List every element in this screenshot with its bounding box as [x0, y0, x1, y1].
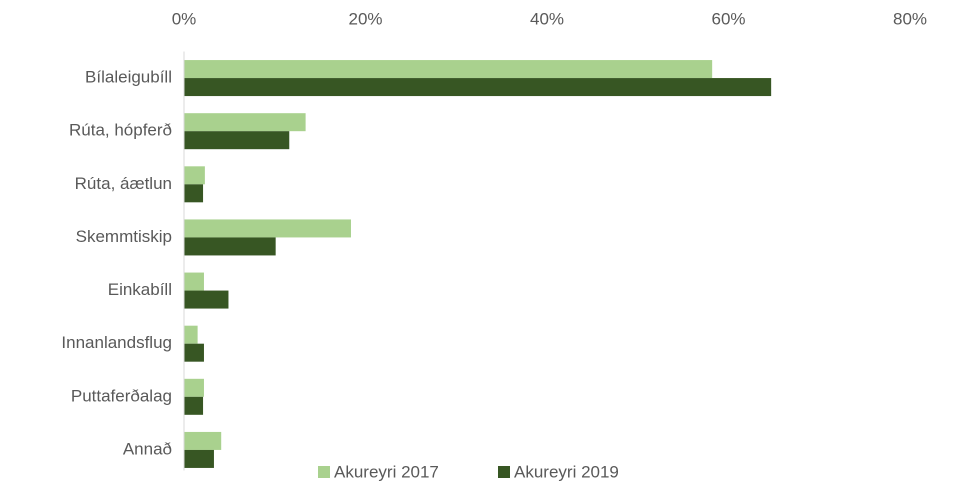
- x-tick-label: 20%: [348, 9, 382, 28]
- legend-swatch: [498, 466, 510, 478]
- bar: [184, 325, 198, 344]
- bar: [184, 343, 204, 362]
- bar: [184, 272, 204, 291]
- y-tick-label: Rúta, áætlun: [75, 174, 172, 193]
- y-tick-label: Einkabíll: [108, 280, 172, 299]
- x-tick-label: 80%: [893, 9, 927, 28]
- bar: [184, 219, 351, 238]
- bar: [184, 60, 713, 79]
- y-tick-label: Puttaferðalag: [71, 386, 172, 405]
- y-tick-label: Skemmtiskip: [76, 227, 172, 246]
- legend-label: Akureyri 2017: [334, 462, 439, 481]
- y-tick-label: Annað: [123, 439, 172, 458]
- x-tick-label: 0%: [172, 9, 197, 28]
- bar: [184, 378, 204, 397]
- x-tick-label: 40%: [530, 9, 564, 28]
- bar: [184, 184, 204, 203]
- bar: [184, 166, 205, 185]
- bar: [184, 449, 214, 468]
- bar: [184, 78, 772, 97]
- bar: [184, 290, 229, 309]
- y-tick-label: Innanlandsflug: [61, 333, 172, 352]
- bar: [184, 431, 222, 450]
- y-tick-label: Rúta, hópferð: [69, 121, 172, 140]
- legend-label: Akureyri 2019: [514, 462, 619, 481]
- y-tick-label: Bílaleigubíll: [85, 68, 172, 87]
- bar: [184, 237, 276, 256]
- x-tick-label: 60%: [711, 9, 745, 28]
- bar: [184, 396, 204, 415]
- legend-swatch: [318, 466, 330, 478]
- bar: [184, 113, 306, 132]
- bar: [184, 131, 290, 150]
